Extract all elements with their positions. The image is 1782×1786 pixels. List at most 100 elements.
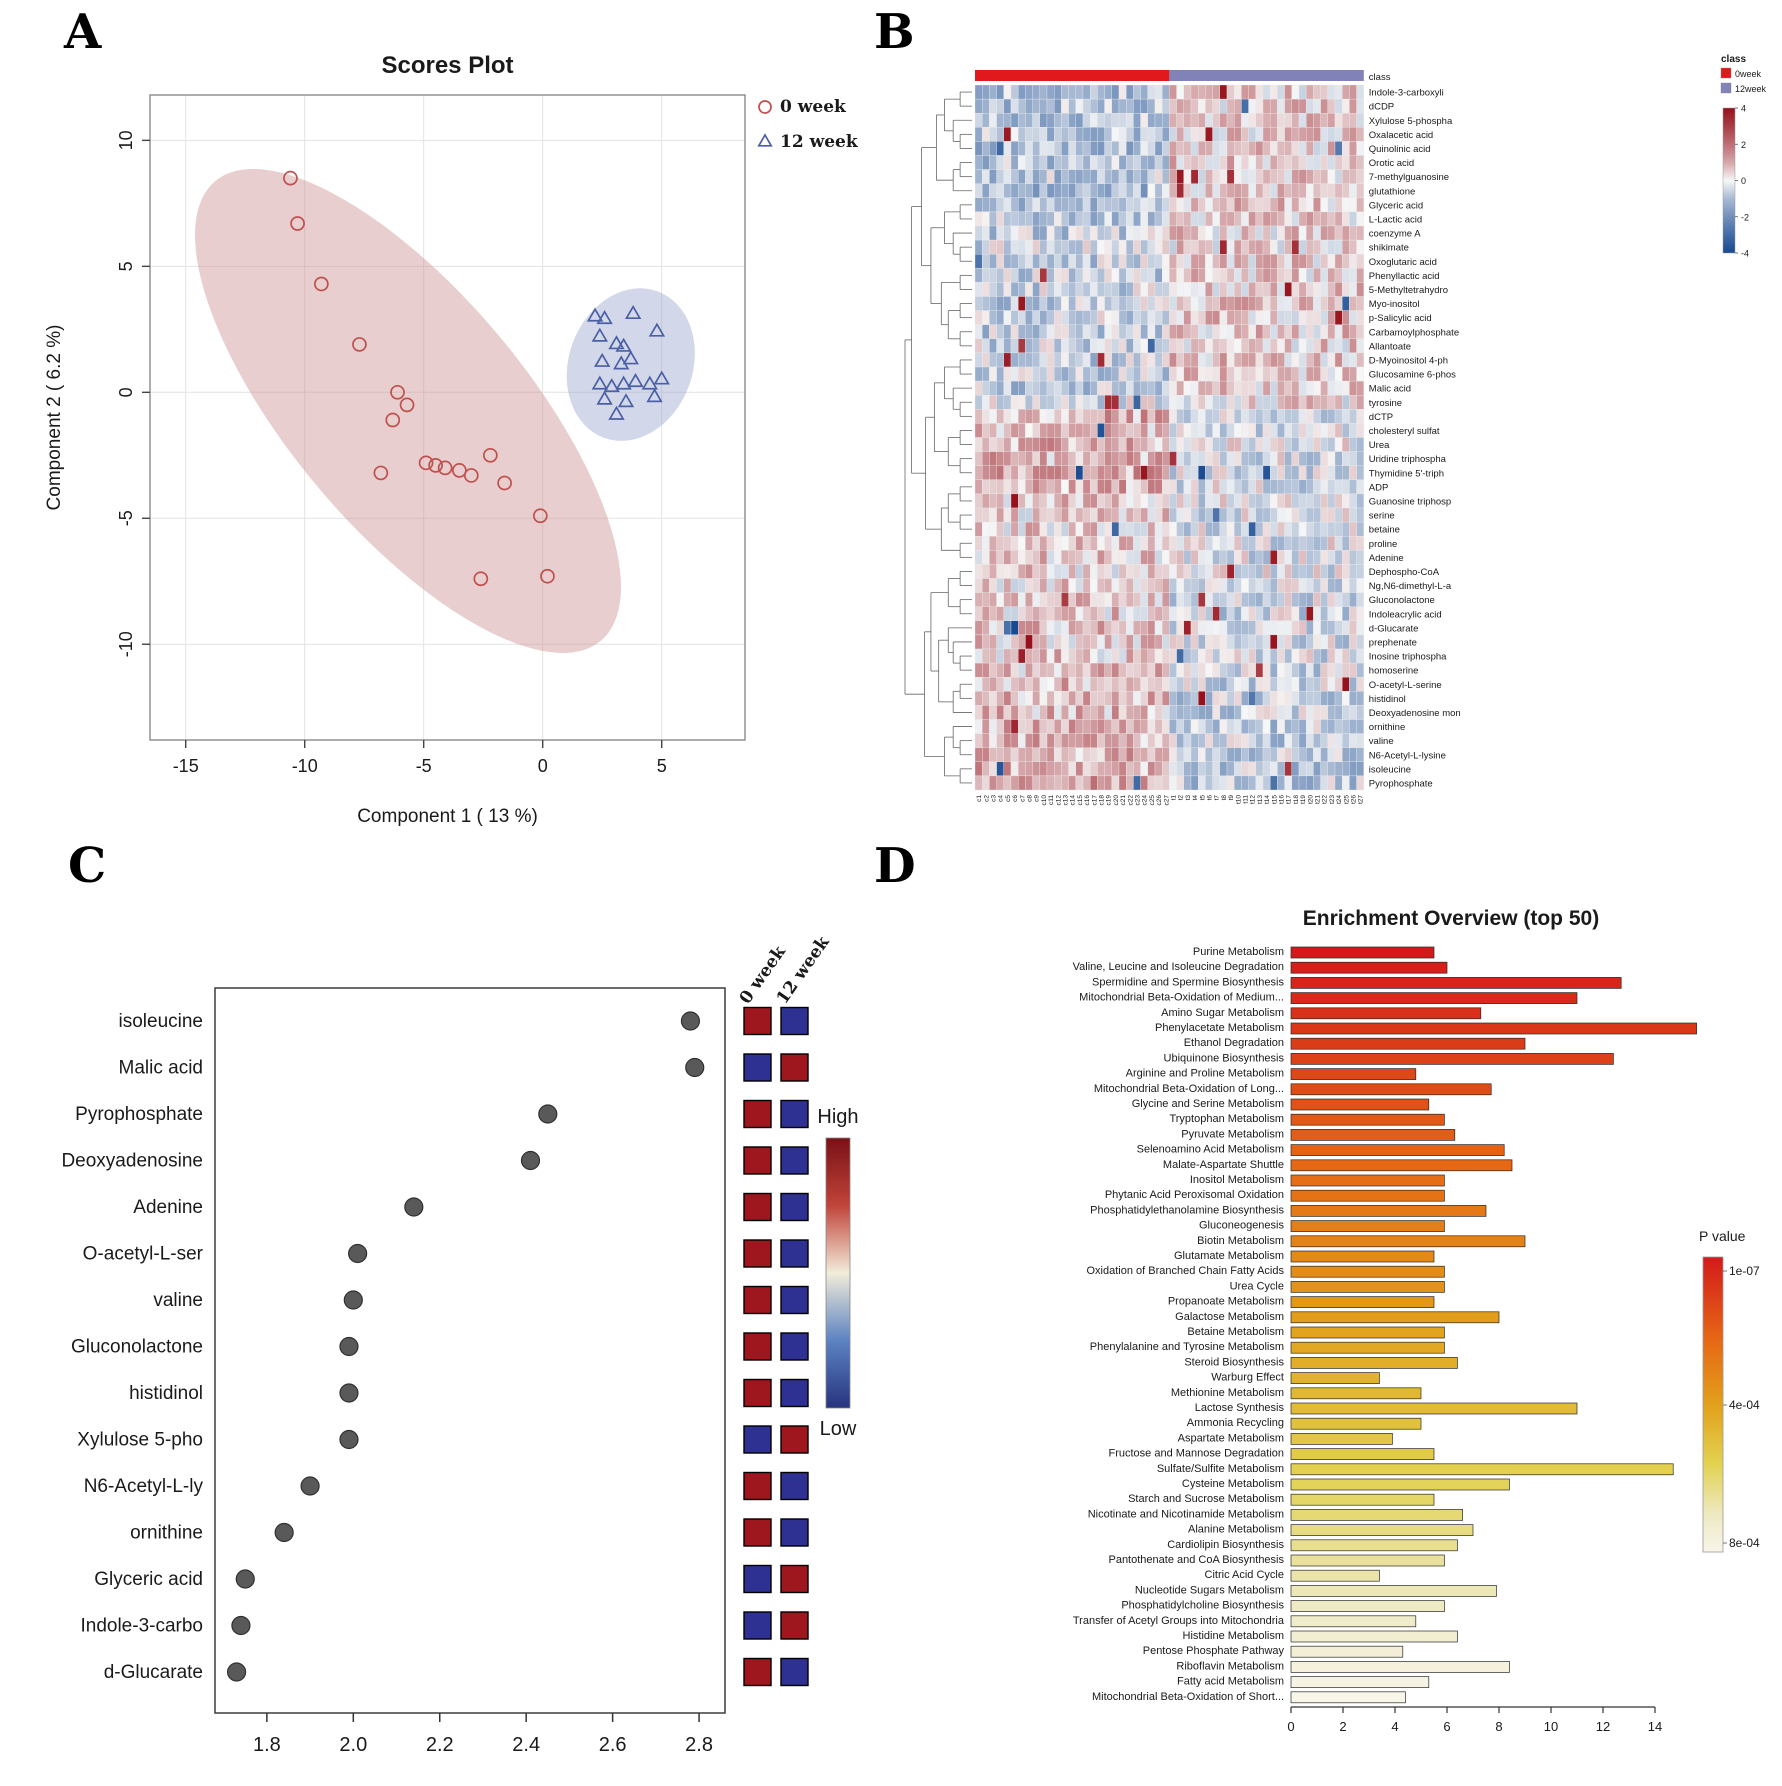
heatmap-cell bbox=[1270, 423, 1278, 438]
heatmap-cell bbox=[1190, 465, 1199, 480]
heatmap-cell bbox=[1183, 634, 1192, 650]
heatmap-cell bbox=[1003, 141, 1012, 156]
heatmap-cell bbox=[1255, 493, 1264, 509]
heatmap-cell bbox=[1039, 141, 1048, 156]
heatmap-cell bbox=[1226, 423, 1235, 438]
heatmap-cell bbox=[974, 352, 983, 368]
heatmap-cell bbox=[1255, 536, 1264, 551]
heatmap-cell bbox=[1270, 606, 1278, 621]
heatmap-cell bbox=[996, 479, 1004, 495]
heatmap-cell bbox=[1334, 775, 1343, 791]
heatmap-cell bbox=[1262, 211, 1271, 227]
heatmap-cell bbox=[1234, 719, 1242, 734]
heatmap-cell bbox=[1032, 239, 1040, 255]
heatmap-cell bbox=[1306, 507, 1314, 523]
heatmap-cell bbox=[1284, 338, 1292, 354]
heatmap-cell bbox=[1248, 451, 1256, 466]
heatmap-cell bbox=[1342, 310, 1350, 325]
heatmap-cell bbox=[1277, 719, 1285, 734]
heatmap-cell bbox=[1061, 507, 1069, 523]
heatmap-cell bbox=[1032, 380, 1040, 396]
heatmap-cell bbox=[1097, 84, 1105, 100]
heatmap-cell bbox=[1061, 620, 1069, 636]
heatmap-cell bbox=[1154, 620, 1163, 636]
heatmap-cell bbox=[1032, 169, 1040, 184]
heatmap-cell bbox=[1054, 282, 1062, 297]
heatmap-cell bbox=[1003, 338, 1012, 354]
heatmap-cell bbox=[1046, 775, 1055, 791]
heatmap-cell bbox=[1291, 705, 1300, 720]
heatmap-cell bbox=[1277, 127, 1285, 142]
heatmap-cell bbox=[1349, 536, 1357, 551]
heatmap-cell bbox=[1306, 437, 1314, 452]
heatmap-cell bbox=[1010, 564, 1019, 579]
heatmap-cell bbox=[1291, 719, 1300, 734]
heatmap-cell bbox=[1039, 451, 1048, 466]
heatmap-cell bbox=[1205, 155, 1213, 170]
heatmap-cell bbox=[1205, 550, 1213, 565]
x-tick-label: 1.8 bbox=[253, 1734, 281, 1756]
heatmap-row-label: d-Glucarate bbox=[1369, 623, 1419, 634]
heatmap-cell bbox=[1133, 127, 1141, 142]
vip-dot bbox=[339, 1429, 359, 1450]
heatmap-cell bbox=[1118, 197, 1127, 213]
heatmap-cell bbox=[1090, 451, 1098, 466]
heatmap-cell bbox=[1284, 747, 1292, 762]
heatmap-cell bbox=[1334, 197, 1343, 213]
heatmap-cell bbox=[1212, 197, 1220, 213]
heatmap-cell bbox=[1118, 141, 1127, 156]
heatmap-cell bbox=[974, 493, 983, 509]
heatmap-cell bbox=[1342, 395, 1350, 410]
heatmap-cell bbox=[989, 338, 997, 354]
heatmap-cell bbox=[1090, 507, 1098, 523]
heatmap-cell bbox=[1032, 662, 1040, 678]
heatmap-cell bbox=[1212, 747, 1220, 762]
heatmap-cell bbox=[1068, 338, 1076, 354]
heatmap-cell bbox=[1003, 521, 1012, 537]
heatmap-cell bbox=[1183, 310, 1192, 325]
heatmap-cell bbox=[1298, 747, 1307, 762]
heatmap-cell bbox=[1234, 84, 1242, 100]
heatmap-cell bbox=[1075, 282, 1084, 297]
heatmap-cell bbox=[1090, 536, 1098, 551]
heatmap-cell bbox=[1198, 98, 1206, 114]
heatmap-row-label: Gluconolactone bbox=[1369, 595, 1435, 606]
heatmap-cell bbox=[1090, 592, 1098, 607]
heatmap-cell bbox=[1320, 536, 1328, 551]
heatmap-cell bbox=[1255, 324, 1264, 339]
heatmap-cell bbox=[1349, 507, 1357, 523]
heatmap-cell bbox=[1298, 409, 1307, 424]
heatmap-cell bbox=[1032, 705, 1040, 720]
heatmap-cell bbox=[1010, 550, 1019, 565]
legend-swatch bbox=[1720, 82, 1732, 94]
heatmap-cell bbox=[1349, 310, 1357, 325]
heatmap-cell bbox=[1147, 677, 1156, 692]
heatmap-cell bbox=[1320, 239, 1328, 255]
heatmap-cell bbox=[1140, 648, 1148, 664]
heatmap-cell bbox=[1140, 324, 1148, 339]
heatmap-cell bbox=[1010, 578, 1019, 593]
heatmap-cell bbox=[1032, 564, 1040, 579]
heatmap-col-label: c24 bbox=[1142, 795, 1149, 806]
heatmap-cell bbox=[1284, 493, 1292, 509]
heatmap-cell bbox=[1090, 521, 1098, 537]
heatmap-cell bbox=[1291, 254, 1300, 269]
heatmap-cell bbox=[1039, 705, 1048, 720]
heatmap-cell bbox=[1298, 677, 1307, 692]
heatmap-cell bbox=[1342, 761, 1350, 777]
heatmap-cell bbox=[1046, 536, 1055, 551]
heatmap-cell bbox=[982, 677, 990, 692]
heatmap-cell bbox=[1140, 98, 1148, 114]
heatmap-cell bbox=[1075, 507, 1084, 523]
heatmap-cell bbox=[1046, 423, 1055, 438]
heatmap-cell bbox=[1262, 634, 1271, 650]
heatmap-cell bbox=[1262, 169, 1271, 184]
heatmap-cell bbox=[1342, 352, 1350, 368]
heatmap-cell bbox=[1003, 169, 1012, 184]
heatmap-row-label: Orotic acid bbox=[1369, 158, 1414, 169]
heatmap-cell bbox=[1320, 352, 1328, 368]
heatmap-cell bbox=[982, 239, 990, 255]
enrichment-bar bbox=[1290, 1311, 1500, 1324]
heatmap-cell bbox=[1111, 141, 1120, 156]
heatmap-cell bbox=[1291, 437, 1300, 452]
